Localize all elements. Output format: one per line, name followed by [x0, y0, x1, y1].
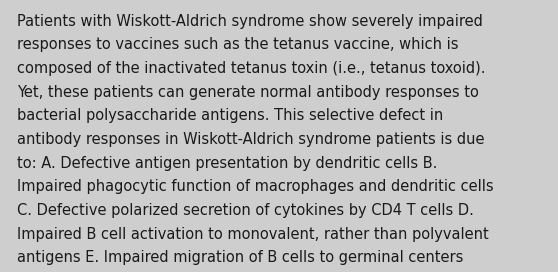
Text: Patients with Wiskott-Aldrich syndrome show severely impaired: Patients with Wiskott-Aldrich syndrome s… [17, 14, 483, 29]
Text: Yet, these patients can generate normal antibody responses to: Yet, these patients can generate normal … [17, 85, 479, 100]
Text: composed of the inactivated tetanus toxin (i.e., tetanus toxoid).: composed of the inactivated tetanus toxi… [17, 61, 485, 76]
Text: Impaired phagocytic function of macrophages and dendritic cells: Impaired phagocytic function of macropha… [17, 179, 493, 194]
Text: C. Defective polarized secretion of cytokines by CD4 T cells D.: C. Defective polarized secretion of cyto… [17, 203, 474, 218]
Text: antibody responses in Wiskott-Aldrich syndrome patients is due: antibody responses in Wiskott-Aldrich sy… [17, 132, 484, 147]
Text: Impaired B cell activation to monovalent, rather than polyvalent: Impaired B cell activation to monovalent… [17, 227, 488, 242]
Text: antigens E. Impaired migration of B cells to germinal centers: antigens E. Impaired migration of B cell… [17, 250, 463, 265]
Text: bacterial polysaccharide antigens. This selective defect in: bacterial polysaccharide antigens. This … [17, 108, 443, 123]
Text: responses to vaccines such as the tetanus vaccine, which is: responses to vaccines such as the tetanu… [17, 37, 458, 52]
Text: to: A. Defective antigen presentation by dendritic cells B.: to: A. Defective antigen presentation by… [17, 156, 437, 171]
